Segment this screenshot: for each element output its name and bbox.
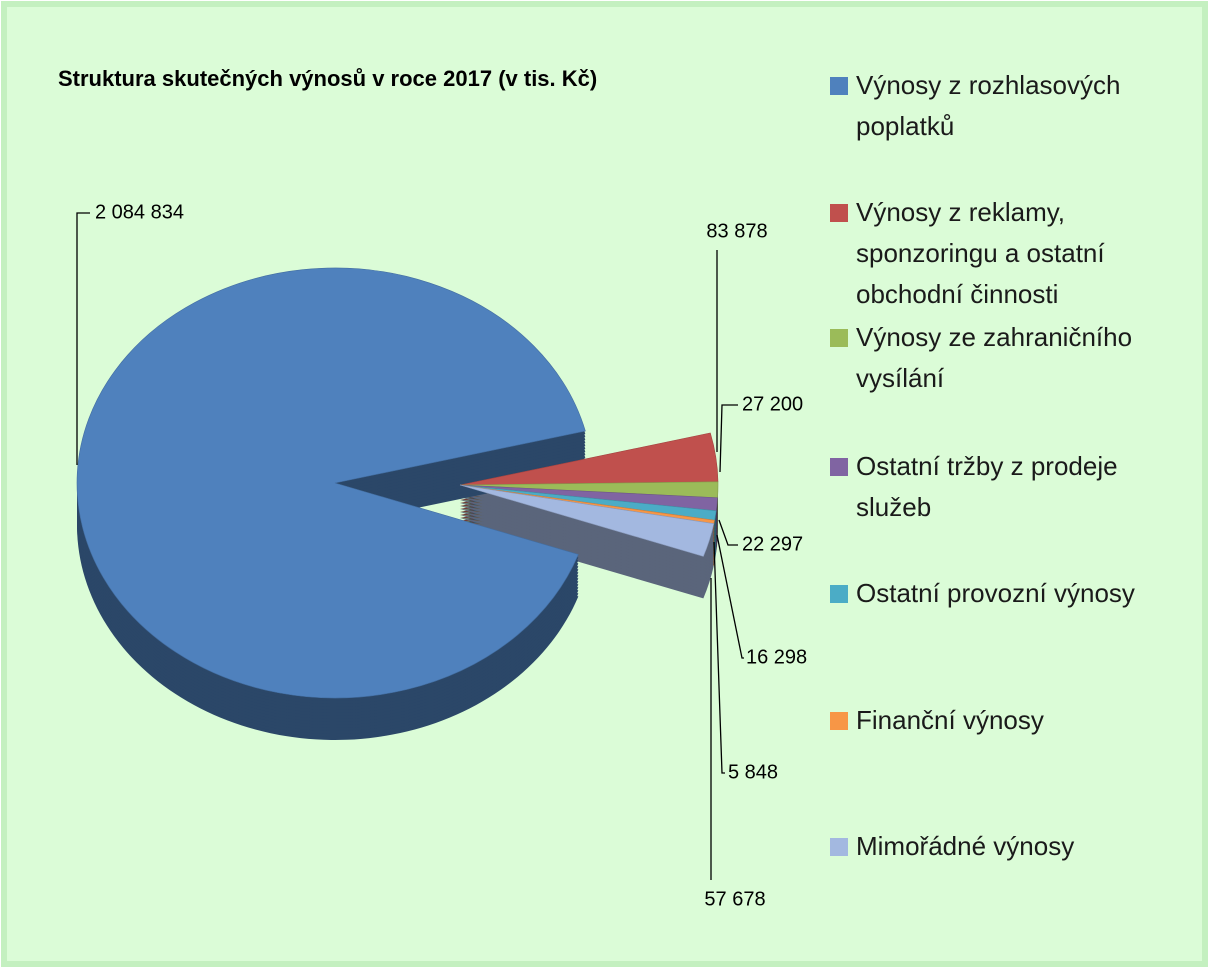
data-label: 16 298	[746, 646, 807, 668]
legend-entry: Ostatní tržby z prodeje služeb	[830, 446, 1180, 528]
legend-entry: Ostatní provozní výnosy	[830, 573, 1180, 614]
legend-swatch	[830, 838, 848, 856]
data-label: 2 084 834	[95, 201, 184, 223]
pie-slice	[76, 267, 586, 699]
data-label: 27 200	[742, 393, 803, 415]
leader-line	[718, 519, 738, 546]
leader-line	[719, 404, 738, 473]
pie-slice-side	[460, 509, 714, 581]
legend-entry: Výnosy z reklamy, sponzoringu a ostatní …	[830, 192, 1180, 315]
pie-slice-side	[460, 515, 714, 587]
pie-slice-side	[460, 491, 714, 563]
legend-entry: Mimořádné výnosy	[830, 826, 1180, 867]
pie-slice-side	[460, 512, 714, 584]
legend-swatch	[830, 204, 848, 222]
legend-label: Výnosy z rozhlasových poplatků	[856, 70, 1121, 141]
legend-label: Ostatní tržby z prodeje služeb	[856, 451, 1118, 522]
leader-line	[716, 534, 744, 659]
data-labels: 2 084 834 83 878 27 200 22 297 16 298 5 848 57…	[76, 201, 807, 910]
pie-slice-side	[460, 497, 714, 569]
legend-swatch	[830, 712, 848, 730]
pie-slice-side	[460, 488, 714, 560]
legend-entry: Výnosy ze zahraničního vysílání	[830, 317, 1180, 399]
pie-slice-side	[460, 500, 714, 572]
data-label: 22 297	[742, 533, 803, 555]
legend-entry: Finanční výnosy	[830, 700, 1180, 741]
pie-slice-side	[460, 518, 714, 590]
legend-entry: Výnosy z rozhlasových poplatků	[830, 65, 1180, 147]
pie-slice	[459, 484, 715, 557]
pie-slice-side	[460, 494, 714, 566]
chart-title: Struktura skutečných výnosů v roce 2017 …	[58, 66, 597, 91]
legend-swatch	[830, 585, 848, 603]
data-label: 57 678	[704, 888, 765, 910]
legend-label: Finanční výnosy	[856, 705, 1044, 735]
leader-line	[713, 541, 725, 774]
legend-swatch	[830, 77, 848, 95]
legend-swatch	[830, 458, 848, 476]
legend-swatch	[830, 329, 848, 347]
legend-label: Výnosy z reklamy, sponzoringu a ostatní …	[856, 197, 1105, 309]
legend-label: Ostatní provozní výnosy	[856, 578, 1135, 608]
data-label: 5 848	[728, 761, 778, 783]
legend-label: Výnosy ze zahraničního vysílání	[856, 322, 1133, 393]
pie-slice-side	[460, 503, 714, 575]
legend-label: Mimořádné výnosy	[856, 831, 1075, 861]
data-label: 83 878	[706, 220, 767, 242]
pie-tops	[76, 267, 719, 699]
leader-line	[76, 212, 90, 465]
pie-slice-side	[460, 506, 714, 578]
